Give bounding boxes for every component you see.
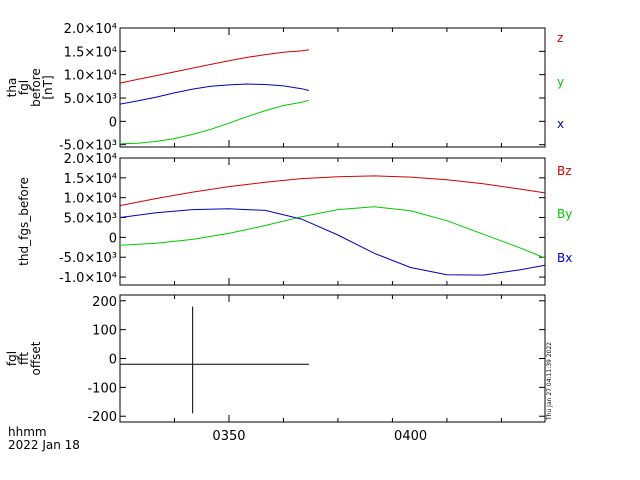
y-tick-label: 0 — [109, 115, 117, 130]
series-line-z — [119, 49, 309, 84]
y-tick-label: -5.0×10³ — [59, 139, 117, 154]
footer-date-label: 2022 Jan 18 — [8, 438, 80, 452]
legend-label-bx: Bx — [557, 251, 572, 265]
legend-label-bz: Bz — [557, 164, 572, 178]
y-tick-label: 200 — [92, 295, 117, 310]
legend-label-z: z — [557, 31, 563, 45]
y-axis-label: fgl — [17, 80, 31, 95]
legend-label-y: y — [557, 75, 564, 89]
y-tick-label: -5.0×10³ — [59, 251, 117, 266]
series-line-bx — [119, 208, 546, 276]
y-axis-label: thd_fgs_before — [17, 177, 31, 266]
y-tick-label: 5.0×10³ — [64, 92, 117, 107]
y-axis-label: tha — [5, 78, 19, 98]
y-tick-label: -200 — [87, 410, 117, 425]
y-tick-label: 0 — [109, 231, 117, 246]
y-axis-label: before — [29, 68, 43, 107]
y-axis-label: fgl — [5, 351, 19, 366]
y-tick-label: 2.0×10⁴ — [64, 152, 117, 167]
series-line-bz — [119, 175, 546, 207]
y-tick-label: 100 — [92, 324, 117, 339]
panel-tha-fgl-before: 2.0×10⁴ 1.5×10⁴ 1.0×10⁴ 5.0×10³ 0 -5.0×10³ tha… — [5, 22, 564, 154]
plot-frame — [119, 157, 546, 286]
footer-time-label: hhmm — [8, 425, 47, 439]
x-tick-label: 0350 — [212, 429, 245, 444]
plot-frame — [119, 294, 546, 423]
plot-frame — [119, 27, 546, 148]
y-tick-label: -100 — [87, 381, 117, 396]
panel-thd-fgs-before: 2.0×10⁴ 1.5×10⁴ 1.0×10⁴ 5.0×10³ 0 -5.0×10³ -1.… — [17, 152, 572, 286]
series-line-y — [119, 99, 310, 145]
legend-label-by: By — [557, 207, 572, 221]
series-line-x — [119, 83, 310, 105]
y-axis-label: [nT] — [41, 75, 55, 99]
y-tick-label: 5.0×10³ — [64, 212, 117, 227]
y-tick-label: 1.0×10⁴ — [64, 192, 117, 207]
y-tick-label: 0 — [109, 353, 117, 368]
legend-label-x: x — [557, 117, 564, 131]
y-tick-label: 1.5×10⁴ — [64, 45, 117, 60]
x-tick-label: 0400 — [394, 429, 427, 444]
y-tick-label: 1.0×10⁴ — [64, 69, 117, 84]
y-axis-label: offset — [29, 341, 43, 375]
series-line-by — [119, 206, 546, 259]
y-tick-label: 1.5×10⁴ — [64, 172, 117, 187]
y-tick-label: -1.0×10⁴ — [59, 271, 117, 286]
y-axis-label: fft — [17, 352, 31, 365]
y-tick-label: 2.0×10⁴ — [64, 22, 117, 37]
timestamp-stamp: Thu Jan 27 04:11:39 2022 — [546, 342, 553, 421]
